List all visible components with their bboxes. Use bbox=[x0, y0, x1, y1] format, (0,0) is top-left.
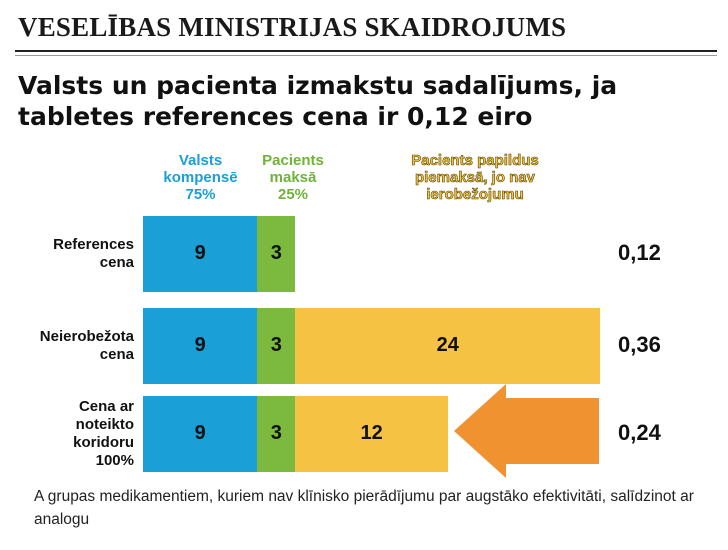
row-total: 0,24 bbox=[618, 420, 661, 445]
bar-segment-patient bbox=[257, 308, 296, 384]
bar-segment-patient bbox=[257, 216, 296, 292]
category-label: Cena ar noteikto koridoru 100% bbox=[8, 398, 134, 470]
legend-state: Valsts kompensē 75% bbox=[143, 152, 258, 203]
bar-segment-extra bbox=[295, 308, 601, 384]
footnote: A grupas medikamentiem, kuriem nav klīni… bbox=[34, 488, 694, 528]
legend-patient-line: maksā bbox=[269, 169, 317, 186]
category-label: Neierobežota cena bbox=[8, 328, 134, 364]
category-label-line: cena bbox=[99, 254, 134, 271]
bar-segment-patient bbox=[257, 396, 296, 472]
bar-segment-state bbox=[143, 308, 258, 384]
bar-value-label: 3 bbox=[270, 242, 282, 264]
header-rule-thin bbox=[15, 55, 717, 56]
bar-value-label: 3 bbox=[270, 334, 282, 356]
bar-value-label: 24 bbox=[436, 334, 459, 356]
legend-extra-line: Pacients papildus bbox=[411, 152, 539, 170]
bar-segment-extra bbox=[295, 396, 448, 472]
legend-patient: Pacients maksā 25% bbox=[248, 152, 338, 203]
page-header: VESELĪBAS MINISTRIJAS SKAIDROJUMS bbox=[18, 12, 567, 42]
legend-patient-line: Pacients bbox=[262, 152, 324, 169]
category-label-line: Neierobežota bbox=[39, 328, 134, 345]
category-label-line: References bbox=[53, 236, 134, 253]
bar-value-label: 9 bbox=[194, 422, 206, 444]
legend-state-line: kompensē bbox=[163, 169, 238, 186]
row-total: 0,36 bbox=[618, 332, 661, 357]
header-rule bbox=[15, 50, 717, 52]
category-label-line: cena bbox=[99, 346, 134, 363]
bar-segment-state bbox=[143, 216, 258, 292]
legend-state-line: 75% bbox=[185, 186, 216, 203]
legend-extra-line: ierobežojumu bbox=[426, 186, 524, 204]
bar-value-label: 12 bbox=[360, 422, 383, 444]
category-label: References cena bbox=[8, 236, 134, 272]
legend-extra: Pacients papildus piemaksā, jo nav ierob… bbox=[380, 152, 570, 204]
bar-value-label: 9 bbox=[194, 334, 206, 356]
chart-title: Valsts un pacienta izmakstu sadalījums, … bbox=[18, 71, 618, 131]
legend-state-line: Valsts bbox=[178, 152, 223, 169]
bar-value-label: 3 bbox=[270, 422, 282, 444]
category-label-line: koridoru bbox=[73, 434, 134, 451]
bar-segment-state bbox=[143, 396, 258, 472]
category-label-line: 100% bbox=[95, 452, 134, 469]
arrow-left-icon bbox=[454, 384, 599, 478]
bar-value-label: 9 bbox=[194, 242, 206, 264]
legend-patient-line: 25% bbox=[277, 186, 309, 203]
legend-extra-line: piemaksā, jo nav bbox=[414, 169, 536, 187]
row-total: 0,12 bbox=[618, 240, 661, 265]
category-label-line: Cena ar bbox=[78, 398, 134, 415]
category-label-line: noteikto bbox=[75, 416, 134, 433]
